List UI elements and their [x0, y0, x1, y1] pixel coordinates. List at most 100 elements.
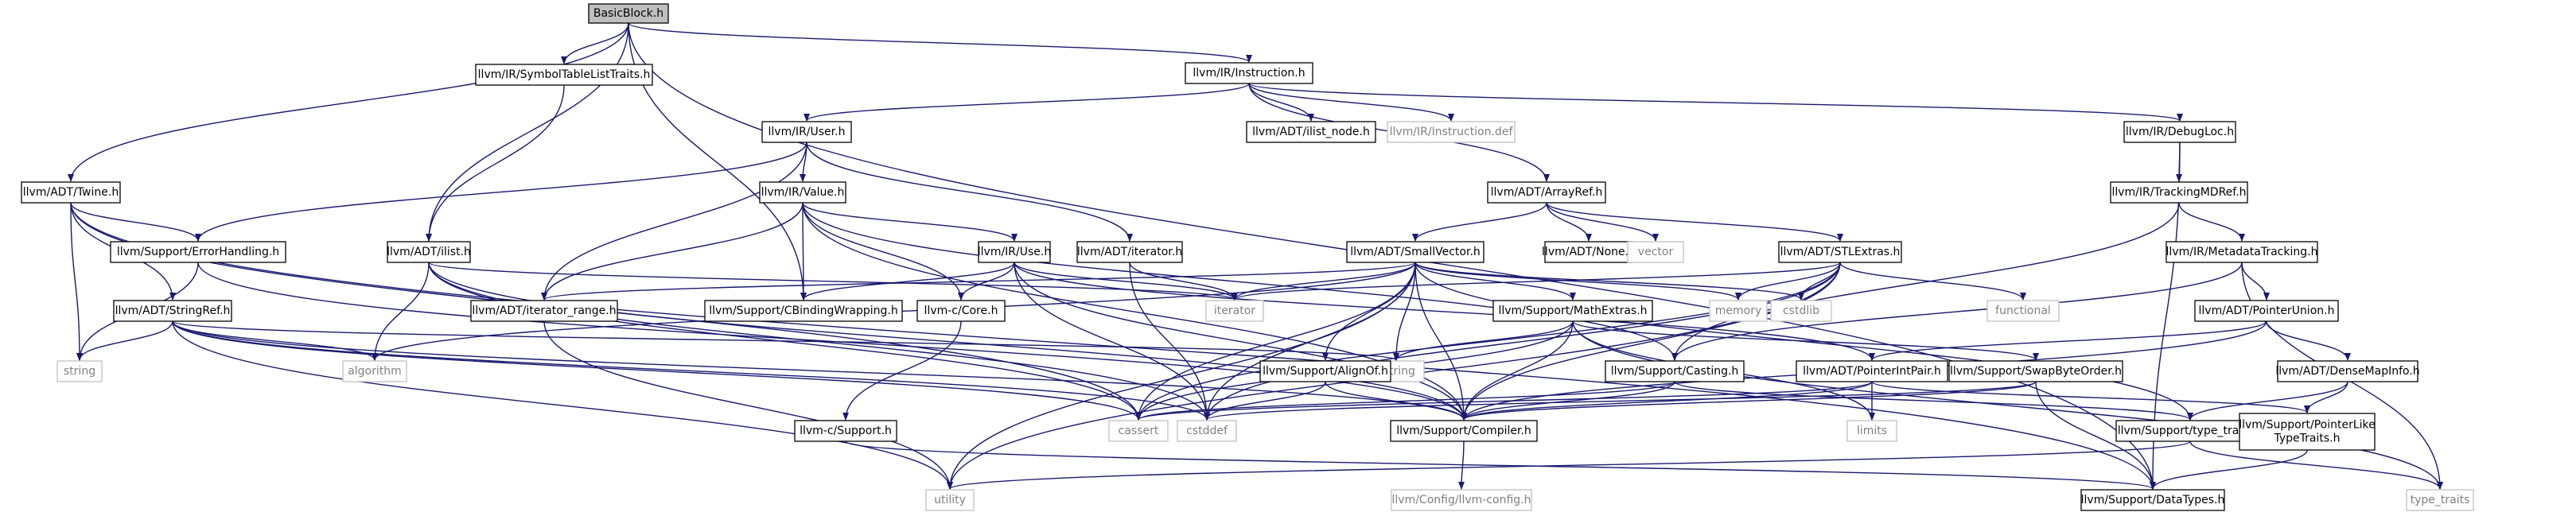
node-densemapinfo[interactable]: llvm/ADT/DenseMapInfo.h	[2275, 360, 2420, 382]
node-box-errorhandling[interactable]	[110, 241, 286, 263]
node-label-adtiterator: llvm/ADT/iterator.h	[1077, 246, 1182, 258]
node-box-ilist_node[interactable]	[1246, 121, 1376, 143]
node-box-metadatatracking[interactable]	[2165, 241, 2318, 263]
node-llvmconfig: llvm/Config/llvm-config.h	[1391, 489, 1532, 511]
node-value[interactable]: llvm/IR/Value.h	[759, 181, 846, 204]
node-twine[interactable]: llvm/ADT/Twine.h	[21, 181, 121, 204]
node-ccore[interactable]: llvm-c/Core.h	[916, 300, 1006, 322]
node-label-memory: memory	[1715, 305, 1762, 317]
node-smallvector[interactable]: llvm/ADT/SmallVector.h	[1346, 241, 1485, 263]
edge-user-to-iterator_range	[541, 142, 807, 301]
node-label-utility: utility	[934, 494, 966, 506]
node-box-iterator_range[interactable]	[470, 300, 618, 322]
node-box-use[interactable]	[978, 241, 1051, 263]
node-label-pointerintpair: llvm/ADT/PointerIntPair.h	[1803, 365, 1941, 378]
node-box-ccore[interactable]	[916, 300, 1006, 322]
node-box-user[interactable]	[761, 121, 852, 143]
node-box-stringref[interactable]	[113, 300, 232, 322]
node-trackingmdref[interactable]: llvm/IR/TrackingMDRef.h	[2110, 181, 2248, 204]
node-symtab[interactable]: llvm/IR/SymbolTableListTraits.h	[475, 64, 653, 86]
node-box-datatypes[interactable]	[2080, 489, 2225, 511]
node-box-swapbyteorder[interactable]	[1948, 360, 2123, 382]
node-ilist[interactable]: llvm/ADT/ilist.h	[387, 241, 471, 263]
node-box-value[interactable]	[759, 181, 846, 204]
node-label-none: llvm/ADT/None.h	[1542, 246, 1636, 258]
node-box-ilist[interactable]	[387, 241, 471, 263]
node-box-twine[interactable]	[21, 181, 121, 204]
node-stlextras[interactable]: llvm/ADT/STLExtras.h	[1778, 241, 1902, 263]
node-cbindingwrapping[interactable]: llvm/Support/CBindingWrapping.h	[704, 300, 903, 322]
node-pointerunion[interactable]: llvm/ADT/PointerUnion.h	[2194, 300, 2339, 322]
node-box-none[interactable]	[1544, 241, 1633, 263]
node-limits: limits	[1846, 420, 1897, 442]
node-iterator_range[interactable]: llvm/ADT/iterator_range.h	[470, 300, 618, 322]
node-none[interactable]: llvm/ADT/None.h	[1542, 241, 1636, 263]
edge-mathextras-to-compiler	[1461, 320, 1574, 421]
node-debugloc[interactable]: llvm/IR/DebugLoc.h	[2123, 121, 2236, 143]
edge-smallvector-to-mathextras	[1414, 262, 1576, 301]
node-box-trackingmdref[interactable]	[2110, 181, 2248, 204]
edge-smallvector-to-iterator_ext	[1232, 262, 1416, 301]
edge-mathextras-to-cstring	[1393, 320, 1574, 361]
node-label-casting: llvm/Support/Casting.h	[1611, 365, 1739, 378]
node-arrayref[interactable]: llvm/ADT/ArrayRef.h	[1487, 181, 1606, 204]
node-box-compiler[interactable]	[1390, 420, 1538, 442]
node-cstddef: cstddef	[1177, 420, 1237, 442]
node-label-debugloc: llvm/IR/DebugLoc.h	[2126, 126, 2234, 138]
node-box-smallvector[interactable]	[1346, 241, 1485, 263]
node-box-csupport[interactable]	[794, 420, 897, 442]
node-user[interactable]: llvm/IR/User.h	[761, 121, 852, 143]
node-adtiterator[interactable]: llvm/ADT/iterator.h	[1076, 241, 1183, 263]
edge-value-to-casting	[802, 202, 1678, 361]
edge-mathextras-to-swapbyteorder	[1572, 320, 2039, 361]
edge-trackingmdref-to-metadatatracking	[2178, 202, 2245, 242]
node-csupport[interactable]: llvm-c/Support.h	[794, 420, 897, 442]
node-datatypes[interactable]: llvm/Support/DataTypes.h	[2080, 489, 2225, 511]
edge-basicblock-to-instruction	[628, 22, 1252, 63]
edge-basicblock-to-symtab	[561, 22, 629, 64]
node-box-densemapinfo[interactable]	[2277, 360, 2418, 382]
node-stringref[interactable]: llvm/ADT/StringRef.h	[113, 300, 232, 322]
edge-ccore-to-csupport	[842, 320, 962, 421]
node-box-mathextras[interactable]	[1492, 300, 1653, 322]
node-box-pointerintpair[interactable]	[1796, 360, 1948, 382]
node-box-symtab[interactable]	[475, 64, 653, 86]
node-box-alignof[interactable]	[1259, 360, 1391, 382]
edge-twine-to-string	[70, 202, 83, 361]
node-box-adtiterator[interactable]	[1076, 241, 1183, 263]
node-box-pointerliketypetraits[interactable]	[2239, 413, 2376, 451]
node-label-twine: llvm/ADT/Twine.h	[23, 186, 119, 199]
node-errorhandling[interactable]: llvm/Support/ErrorHandling.h	[110, 241, 286, 263]
edge-value-to-iterator_range	[541, 202, 804, 301]
node-box-pointerunion[interactable]	[2194, 300, 2339, 322]
node-box-debugloc[interactable]	[2123, 121, 2236, 143]
edge-adtiterator-to-iterator_ext	[1129, 262, 1238, 301]
node-casting[interactable]: llvm/Support/Casting.h	[1605, 360, 1745, 382]
edge-stringref-to-cassert	[172, 320, 1142, 421]
edge-value-to-ccore	[802, 202, 964, 301]
node-alignof[interactable]: llvm/Support/AlignOf.h	[1259, 360, 1391, 382]
node-label-instdef: llvm/IR/Instruction.def	[1390, 126, 1514, 138]
node-ilist_node[interactable]: llvm/ADT/ilist_node.h	[1246, 121, 1376, 143]
node-pointerintpair[interactable]: llvm/ADT/PointerIntPair.h	[1796, 360, 1948, 382]
node-label-symtab: llvm/IR/SymbolTableListTraits.h	[478, 68, 651, 81]
node-box-instruction[interactable]	[1185, 62, 1313, 84]
node-metadatatracking[interactable]: llvm/IR/MetadataTracking.h	[2165, 241, 2318, 263]
node-box-stlextras[interactable]	[1778, 241, 1902, 263]
node-box-arrayref[interactable]	[1487, 181, 1606, 204]
edge-ilist-to-algorithm	[372, 262, 430, 361]
node-box-cbindingwrapping[interactable]	[704, 300, 903, 322]
node-use[interactable]: llvm/IR/Use.h	[978, 241, 1051, 263]
edge-swapbyteorder-to-cstddef	[1204, 381, 2037, 421]
node-label-ilist: llvm/ADT/ilist.h	[387, 246, 471, 258]
node-box-limits	[1846, 420, 1897, 442]
node-mathextras[interactable]: llvm/Support/MathExtras.h	[1492, 300, 1653, 322]
node-swapbyteorder[interactable]: llvm/Support/SwapByteOrder.h	[1948, 360, 2123, 382]
node-box-casting[interactable]	[1605, 360, 1745, 382]
node-box-cstdlib	[1770, 300, 1832, 322]
node-instruction[interactable]: llvm/IR/Instruction.h	[1185, 62, 1313, 84]
edge-pointerintpair-to-cassert	[1135, 381, 1873, 421]
node-compiler[interactable]: llvm/Support/Compiler.h	[1390, 420, 1538, 442]
